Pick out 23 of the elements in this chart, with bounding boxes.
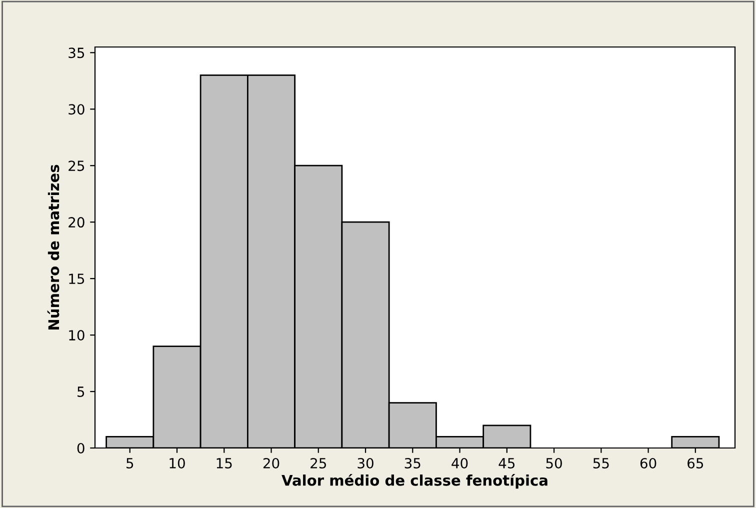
x-tick-label: 50 (546, 458, 562, 468)
x-tick-label: 25 (310, 458, 326, 468)
y-axis-title: Número de matrizes (47, 164, 60, 330)
x-tick-label: 15 (216, 458, 232, 468)
x-tick-label: 45 (498, 458, 515, 468)
x-tick-label: 65 (688, 458, 704, 468)
x-tick-label: 20 (263, 458, 280, 468)
x-tick-label: 60 (640, 458, 656, 468)
y-tick-label: 15 (69, 274, 84, 284)
x-tick-label: 35 (404, 458, 420, 468)
x-axis-title: Valor médio de classe fenotípica (282, 474, 548, 489)
y-tick-label: 20 (68, 217, 84, 228)
x-tick-label: 55 (593, 458, 609, 468)
y-tick-label: 30 (68, 104, 84, 115)
y-tick-label: 35 (68, 48, 84, 58)
y-tick-label: 10 (69, 330, 84, 341)
x-tick-label: 10 (170, 458, 185, 468)
y-tick-label: 5 (78, 386, 84, 397)
y-tick-label: 0 (77, 442, 84, 454)
x-tick-label: 40 (452, 458, 468, 468)
y-tick-label: 25 (68, 160, 84, 172)
x-tick-label: 5 (126, 458, 134, 468)
x-tick-label: 30 (358, 458, 374, 468)
